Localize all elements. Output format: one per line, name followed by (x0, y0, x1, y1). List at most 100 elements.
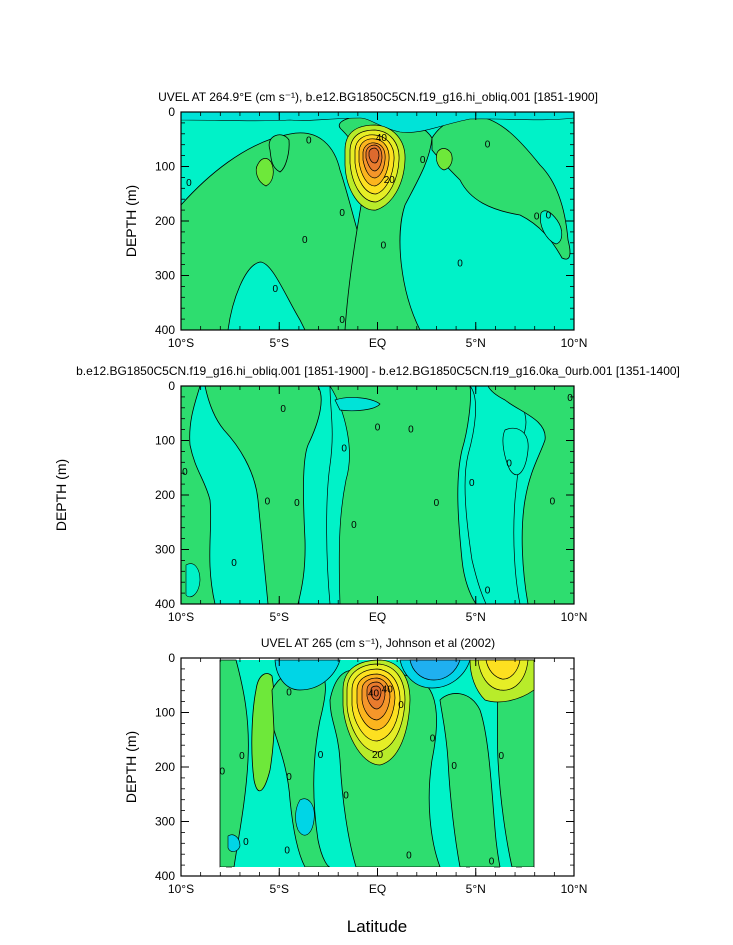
panel-b-surface-cell (334, 397, 381, 412)
panel-b-cell-southwest (185, 563, 201, 598)
contour-label: 0 (469, 478, 475, 489)
contour-label: 0 (398, 700, 404, 711)
x-tick-label: 10°S (168, 882, 194, 896)
contour-label: 0 (219, 766, 225, 777)
contour-label: 0 (186, 178, 192, 189)
contour-label: 0 (430, 734, 436, 745)
panel-c-cell-west (251, 673, 275, 792)
contour-label: 0 (286, 687, 292, 698)
panel-c-core-ring-7 (370, 685, 382, 701)
panel-a-cell-south-core (255, 158, 274, 187)
contour-label: 0 (273, 284, 279, 295)
panel-b-band-southcentral (204, 386, 322, 604)
contour-label: 0 (318, 750, 324, 761)
panel-a-ylabel: DEPTH (m) (123, 185, 139, 257)
contour-label: 0 (451, 761, 457, 772)
panel-b-band-eq (329, 386, 477, 604)
contour-label: 0 (341, 444, 347, 455)
x-tick-label: 5°N (466, 610, 486, 624)
contour-label: 0 (182, 467, 188, 478)
panel-a-field (181, 112, 574, 330)
x-tick-label: EQ (369, 610, 386, 624)
contour-label: 0 (339, 208, 345, 219)
contour-label: 0 (265, 497, 271, 508)
contour-label: 0 (339, 315, 345, 326)
panel-a-cell-north-core (436, 148, 453, 171)
x-tick-label: 10°S (168, 610, 194, 624)
y-tick-label: 100 (155, 160, 175, 174)
panel-a-cell-south (268, 134, 290, 173)
panel-c-cell-surface-south (274, 659, 341, 691)
contour-label: 0 (239, 751, 245, 762)
panel-c-cell-deep (295, 798, 315, 836)
contour-label: 0 (420, 155, 426, 166)
y-tick-label: 0 (168, 651, 175, 665)
panel-c-field (219, 659, 535, 876)
x-tick-label: 5°S (270, 336, 289, 350)
panel-a-cell-east (540, 210, 563, 245)
y-tick-label: 100 (155, 706, 175, 720)
x-tick-label: 5°S (270, 610, 289, 624)
contour-label: 0 (408, 425, 414, 436)
x-tick-label: EQ (369, 336, 386, 350)
panel-c-ylabel: DEPTH (m) (123, 731, 139, 803)
panel-a-title: UVEL AT 264.9°E (cm s⁻¹), b.e12.BG1850C5… (158, 90, 598, 104)
contour-label: 0 (280, 404, 286, 415)
contour-label: 0 (294, 498, 300, 509)
contour-label: 0 (489, 856, 495, 867)
panel-b-axes: 10°S 5°S EQ 5°N 10°N 0 100 200 300 400 (155, 379, 587, 624)
contour-label: 0 (306, 135, 312, 146)
y-tick-label: 400 (155, 323, 175, 337)
y-tick-label: 300 (155, 269, 175, 283)
contour-label: 0 (434, 498, 440, 509)
panel-b-cell-north (502, 427, 529, 476)
panel-b-field (181, 386, 574, 604)
panel-c-contour-labels: 0 0 0 0 0 0 0 0 0 0 0 0 0 0 40 20 40 (219, 685, 504, 868)
panel-b-contour-labels: 0 0 0 0 0 0 0 0 0 0 0 0 0 0 0 (182, 393, 573, 596)
panel-a-band-south-gap (227, 261, 306, 330)
x-tick-label: 10°N (561, 882, 588, 896)
y-tick-label: 400 (155, 597, 175, 611)
contour-label: 0 (351, 520, 357, 531)
x-tick-label: 10°N (561, 336, 588, 350)
y-tick-label: 200 (155, 214, 175, 228)
panel-c-cell-north-ring-3 (485, 659, 521, 680)
shared-ylabel: DEPTH (m) (53, 459, 69, 531)
panel-a: UVEL AT 264.9°E (cm s⁻¹), b.e12.BG1850C5… (123, 90, 598, 350)
x-tick-label: EQ (369, 882, 386, 896)
contour-label: 0 (534, 212, 540, 223)
panel-a-core-ring-7 (368, 147, 380, 164)
contour-label: 0 (231, 558, 237, 569)
y-tick-label: 300 (155, 815, 175, 829)
contour-label: 0 (381, 241, 387, 252)
contour-label: 0 (243, 837, 249, 848)
panel-b-band-north (487, 386, 574, 604)
contour-label: 0 (286, 772, 292, 783)
contour-label: 0 (375, 422, 381, 433)
panel-b: b.e12.BG1850C5CN.f19_g16.hi_obliq.001 [1… (76, 364, 680, 624)
contour-label: 20 (384, 175, 396, 186)
contour-label: 0 (546, 211, 552, 222)
y-tick-label: 300 (155, 543, 175, 557)
y-tick-label: 0 (168, 105, 175, 119)
y-tick-label: 200 (155, 760, 175, 774)
panel-c: UVEL AT 265 (cm s⁻¹), Johnson et al (200… (123, 636, 587, 896)
panel-c-title: UVEL AT 265 (cm s⁻¹), Johnson et al (200… (261, 636, 495, 650)
shared-xlabel: Latitude (347, 917, 408, 936)
panel-c-cell-surface-north-inner (409, 659, 461, 681)
panel-b-band-west (181, 386, 216, 604)
x-tick-label: 10°S (168, 336, 194, 350)
contour-label: 0 (284, 845, 290, 856)
x-tick-label: 5°N (466, 336, 486, 350)
panel-c-band-west (219, 659, 249, 868)
contour-label: 40 (376, 133, 388, 144)
contour-label: 0 (567, 393, 573, 404)
panel-c-band-north (439, 693, 501, 868)
contour-label: 0 (406, 850, 412, 861)
y-tick-label: 100 (155, 434, 175, 448)
contour-label: 0 (343, 790, 349, 801)
contour-label: 0 (485, 585, 491, 596)
